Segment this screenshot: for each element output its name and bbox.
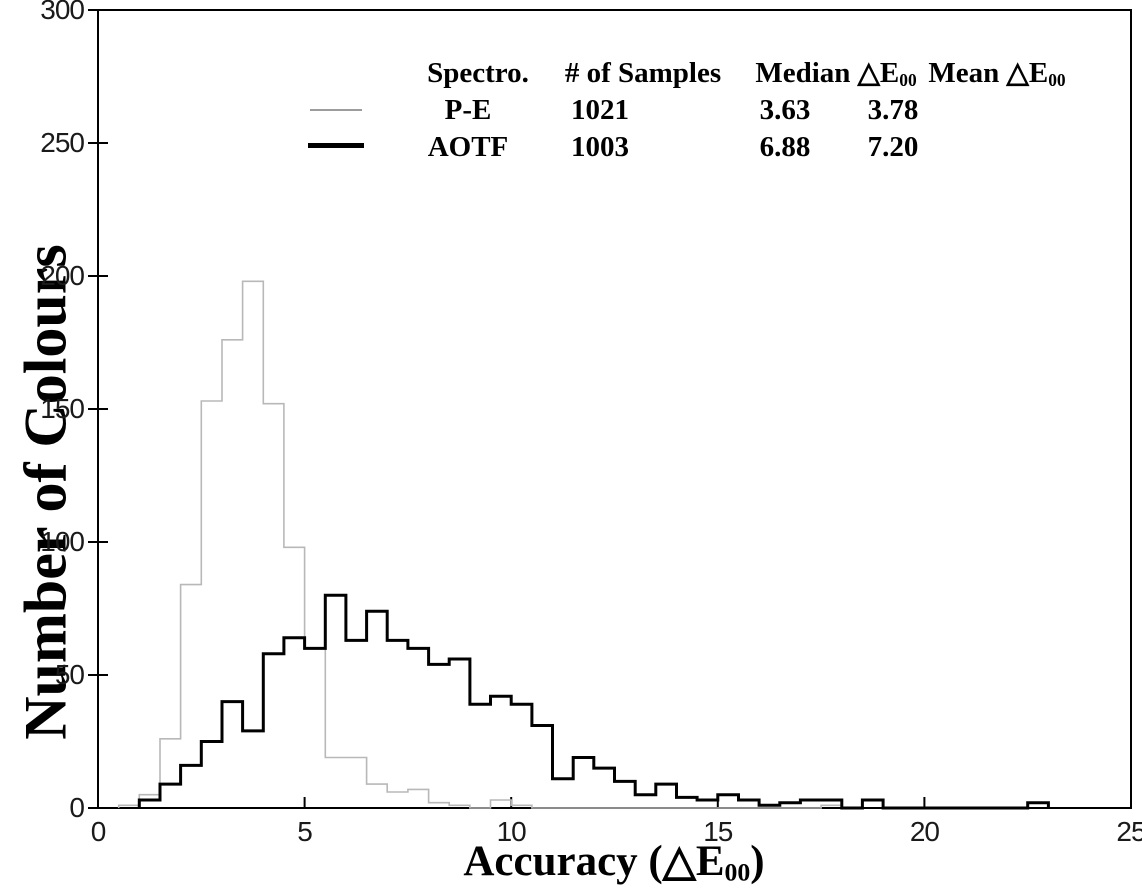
legend-median-pe: 3.63	[759, 94, 811, 126]
legend-samples-pe: 1021	[571, 94, 629, 126]
series-p-e	[117, 280, 843, 809]
legend-header-spectro: Spectro.	[427, 57, 529, 89]
y-tick-label-200: 200	[40, 260, 85, 291]
legend-line-sample-aotf	[308, 143, 364, 148]
x-tick-label-15: 15	[703, 816, 733, 847]
x-tick-label-0: 0	[90, 816, 107, 847]
legend-line-sample-pe	[310, 109, 362, 111]
delta-e-subscript: 00	[1048, 69, 1066, 90]
legend-series-name-pe: P-E	[444, 94, 492, 126]
y-tick-label-0: 0	[69, 792, 85, 823]
legend-header-mean-text: Mean	[928, 57, 1007, 89]
legend-header-mean: Mean △E00	[928, 56, 1065, 97]
x-tick-label-10: 10	[496, 816, 527, 847]
y-tick-label-100: 100	[40, 526, 85, 557]
delta-e-symbol: △E	[857, 57, 900, 89]
x-axis-title-close: )	[750, 838, 765, 885]
x-tick-label-5: 5	[297, 816, 313, 847]
delta-e-symbol: △E	[1006, 57, 1049, 89]
legend-samples-aotf: 1003	[571, 131, 629, 163]
legend-header-median: Median △E00	[755, 56, 916, 97]
delta-e-subscript: 00	[899, 69, 917, 90]
legend-mean-pe: 3.78	[867, 94, 919, 126]
y-tick-label-300: 300	[40, 0, 85, 25]
legend-header-median-text: Median	[755, 57, 858, 89]
x-tick-label-20: 20	[909, 816, 940, 847]
x-axis-title: Accuracy (△E00)	[463, 836, 764, 888]
y-tick-label-50: 50	[54, 659, 85, 690]
delta-e-subscript: 00	[724, 857, 751, 887]
y-tick-label-250: 250	[40, 127, 85, 158]
y-tick-label-150: 150	[40, 393, 85, 424]
delta-e-symbol: △E	[662, 838, 725, 885]
legend-mean-aotf: 7.20	[867, 131, 919, 163]
x-tick-label-25: 25	[1116, 816, 1142, 847]
legend-header-samples: # of Samples	[564, 57, 722, 89]
legend-series-name-aotf: AOTF	[427, 131, 509, 163]
x-axis-title-text: Accuracy (	[463, 838, 663, 885]
series-aotf	[137, 593, 1050, 810]
legend-median-aotf: 6.88	[759, 131, 811, 163]
